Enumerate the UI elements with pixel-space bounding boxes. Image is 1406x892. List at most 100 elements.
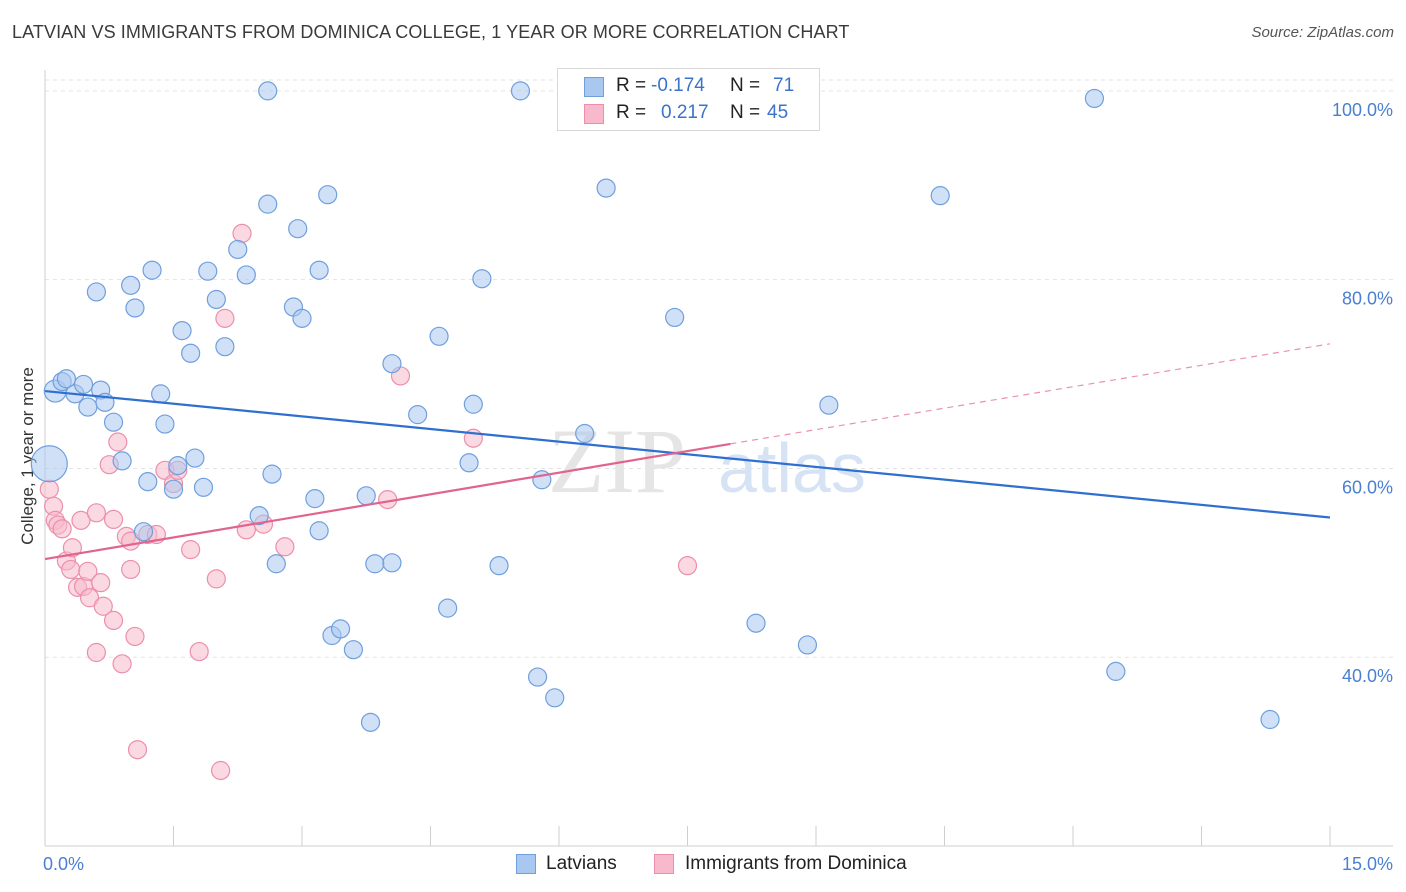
point-latvians — [73, 374, 94, 395]
point-latvians — [172, 321, 192, 341]
legend-r-value: 0.217 — [661, 102, 709, 123]
point-latvians — [193, 477, 214, 497]
point-latvians — [365, 554, 385, 574]
y-tick-label: 40.0% — [1342, 666, 1393, 686]
y-tick-label: 80.0% — [1342, 289, 1393, 309]
trend-lines — [44, 343, 1331, 561]
point-latvians — [155, 414, 175, 434]
point-latvians — [382, 553, 402, 573]
point-immigrants-from-dominica — [79, 588, 100, 608]
chart-title: LATVIAN VS IMMIGRANTS FROM DOMINICA COLL… — [12, 22, 850, 42]
point-immigrants-from-dominica — [181, 540, 201, 560]
point-latvians — [78, 397, 98, 417]
point-latvians — [356, 486, 376, 506]
point-immigrants-from-dominica — [121, 559, 141, 580]
point-latvians — [472, 269, 492, 289]
legend-swatch-pink — [654, 854, 674, 874]
y-tick-labels: 40.0% 60.0% 80.0% 100.0% — [1332, 100, 1393, 686]
point-latvians — [1260, 709, 1280, 730]
point-latvians — [746, 613, 766, 633]
legend-n-label: N = — [730, 102, 761, 123]
point-latvians — [330, 619, 351, 639]
point-latvians — [459, 453, 479, 473]
legend-swatch-blue — [516, 854, 536, 874]
point-latvians — [1084, 88, 1105, 109]
point-latvians — [318, 185, 338, 205]
legend-label-dominica: Immigrants from Dominica — [685, 853, 907, 874]
point-latvians — [125, 298, 145, 318]
point-latvians — [489, 556, 509, 576]
point-immigrants-from-dominica — [78, 561, 98, 581]
point-latvians — [249, 506, 269, 526]
point-latvians — [30, 445, 68, 483]
watermark-zip: ZIP — [548, 410, 686, 512]
point-latvians — [343, 640, 363, 660]
x-tick-label-max: 15.0% — [1342, 854, 1393, 874]
point-latvians — [121, 275, 141, 295]
point-latvians — [438, 598, 458, 618]
point-latvians — [292, 308, 312, 328]
point-immigrants-from-dominica — [103, 509, 124, 530]
point-latvians — [819, 395, 839, 415]
point-immigrants-from-dominica — [275, 537, 295, 557]
source-label: Source: ZipAtlas.com — [1251, 24, 1394, 41]
point-latvians — [1106, 661, 1126, 681]
point-immigrants-from-dominica — [103, 610, 124, 631]
point-latvians — [258, 81, 278, 101]
point-latvians — [258, 194, 278, 214]
grid — [45, 79, 1393, 658]
trend-line-latvians — [44, 389, 1331, 519]
point-latvians — [142, 260, 162, 280]
series-latvians — [30, 81, 1280, 732]
point-latvians — [163, 479, 184, 499]
point-latvians — [138, 472, 158, 492]
point-latvians — [527, 667, 548, 687]
point-immigrants-from-dominica — [112, 654, 132, 674]
y-axis-title: College, 1 year or more — [18, 367, 37, 545]
legend-n-label: N = — [730, 75, 761, 96]
legend-n-value: 45 — [767, 102, 789, 123]
legend-n-value: 71 — [773, 75, 795, 96]
point-latvians — [236, 265, 256, 285]
point-immigrants-from-dominica — [91, 573, 111, 593]
point-latvians — [185, 448, 205, 468]
legend-r-value: -0.174 — [651, 75, 705, 96]
point-latvians — [463, 394, 483, 414]
point-latvians — [103, 412, 124, 432]
point-latvians — [305, 489, 325, 509]
point-latvians — [382, 354, 402, 374]
point-immigrants-from-dominica — [125, 626, 145, 647]
point-latvians — [228, 239, 248, 260]
point-immigrants-from-dominica — [52, 519, 72, 539]
point-immigrants-from-dominica — [108, 432, 128, 452]
point-latvians — [545, 688, 565, 708]
trend-line-dominica — [44, 442, 731, 561]
point-immigrants-from-dominica — [215, 308, 235, 328]
point-latvians — [168, 456, 188, 476]
point-immigrants-from-dominica — [232, 223, 252, 244]
legend-swatch-pink — [584, 104, 604, 124]
point-latvians — [309, 260, 329, 280]
point-latvians — [151, 384, 171, 404]
point-immigrants-from-dominica — [127, 740, 148, 760]
legend-r-label: R = — [616, 102, 647, 123]
point-immigrants-from-dominica — [86, 642, 107, 663]
point-latvians — [86, 282, 107, 302]
point-immigrants-from-dominica — [93, 596, 113, 616]
correlation-legend: R = -0.174 N = 71 R = 0.217 N = 45 — [557, 68, 820, 131]
y-tick-label: 60.0% — [1342, 477, 1393, 497]
x-tick-label-min: 0.0% — [43, 854, 84, 874]
point-latvians — [309, 521, 329, 541]
legend-label-latvians: Latvians — [546, 853, 617, 874]
trend-line-dominica-extrapolated — [730, 343, 1331, 445]
point-immigrants-from-dominica — [677, 556, 698, 576]
point-latvians — [930, 186, 950, 206]
point-latvians — [215, 337, 235, 357]
point-immigrants-from-dominica — [86, 503, 107, 523]
point-latvians — [360, 712, 381, 732]
point-immigrants-from-dominica — [62, 538, 83, 558]
legend-r-label: R = — [616, 75, 647, 96]
series-legend: Latvians Immigrants from Dominica — [0, 853, 1406, 877]
point-immigrants-from-dominica — [71, 510, 91, 530]
point-latvians — [288, 219, 308, 239]
